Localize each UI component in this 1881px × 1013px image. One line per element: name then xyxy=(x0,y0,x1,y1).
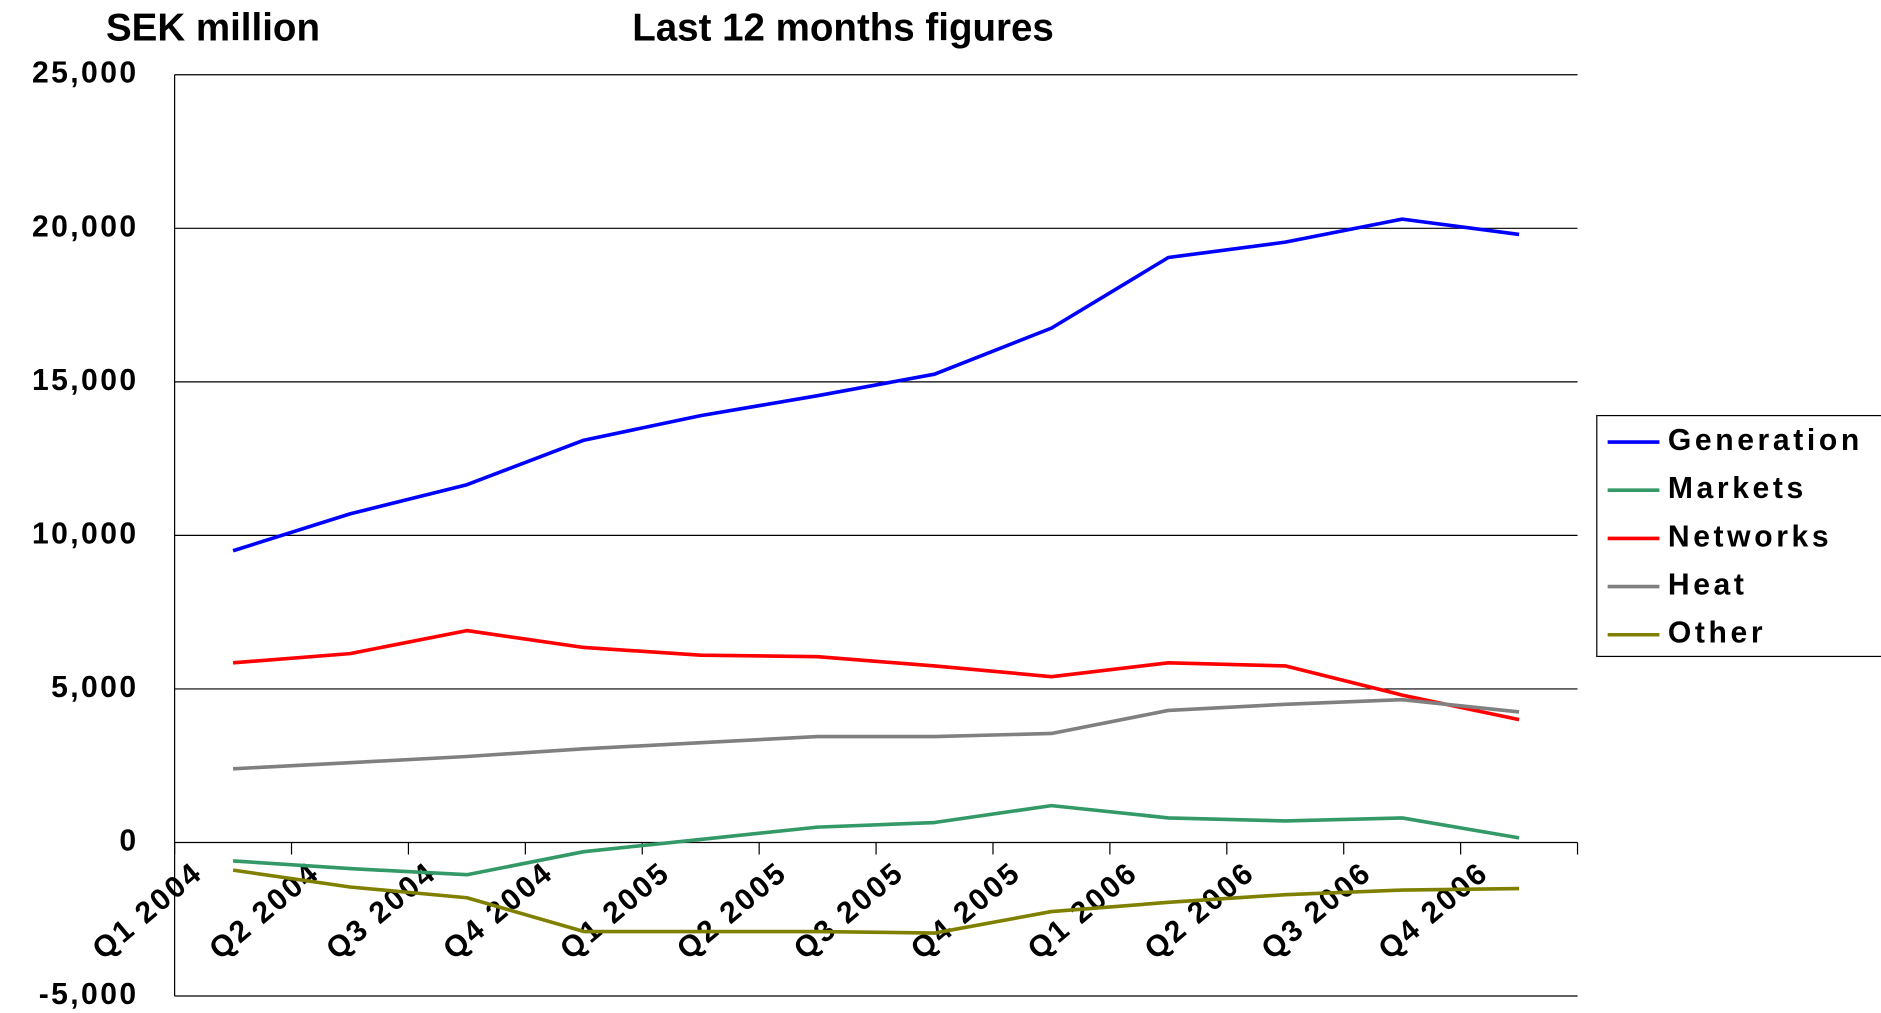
x-tick-label: Q4 2004 xyxy=(437,856,560,966)
x-tick-label: Q4 2005 xyxy=(905,856,1028,966)
x-tick-label: Q2 2004 xyxy=(203,856,326,966)
legend-label: Markets xyxy=(1668,472,1807,505)
y-tick-label: 20,000 xyxy=(32,210,139,243)
chart-title: Last 12 months figures xyxy=(632,6,1054,49)
series-line xyxy=(232,868,1520,935)
series-line xyxy=(232,217,1520,553)
x-tick-label: Q3 2006 xyxy=(1255,856,1378,966)
y-tick-label: 25,000 xyxy=(32,57,139,90)
series-line xyxy=(232,628,1520,722)
y-tick-label: 0 xyxy=(119,824,138,857)
legend-box xyxy=(1596,414,1881,658)
y-tick-label: 5,000 xyxy=(51,671,138,704)
series-line xyxy=(232,697,1520,771)
y-axis-label: SEK million xyxy=(106,6,320,49)
y-tick-label: -5,000 xyxy=(39,978,139,1011)
y-tick-label: 15,000 xyxy=(32,364,139,397)
x-tick-label: Q4 2006 xyxy=(1372,856,1495,966)
legend-label: Heat xyxy=(1668,569,1748,602)
x-tick-label: Q1 2005 xyxy=(554,856,677,966)
x-tick-label: Q3 2005 xyxy=(788,856,911,966)
x-tick-label: Q2 2006 xyxy=(1139,856,1262,966)
legend-label: Other xyxy=(1668,617,1766,650)
legend-label: Networks xyxy=(1668,520,1832,553)
x-tick-label: Q1 2004 xyxy=(86,856,209,966)
x-tick-label: Q1 2006 xyxy=(1022,856,1145,966)
legend-label: Generation xyxy=(1668,424,1863,457)
x-tick-label: Q2 2005 xyxy=(671,856,794,966)
y-tick-label: 10,000 xyxy=(32,517,139,550)
series-line xyxy=(232,803,1520,877)
